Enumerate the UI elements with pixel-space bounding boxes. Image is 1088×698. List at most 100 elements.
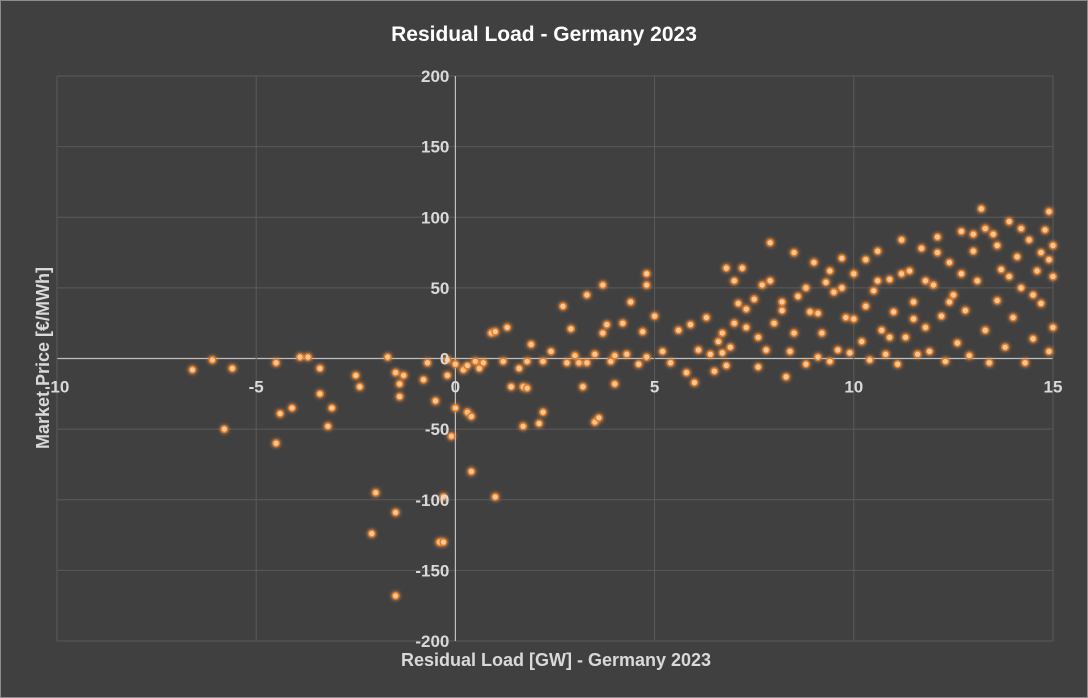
data-point [686, 320, 695, 329]
data-point [782, 372, 791, 381]
data-point [941, 357, 950, 366]
data-point [327, 403, 336, 412]
x-tick-label: 15 [1044, 378, 1063, 397]
data-point [570, 351, 579, 360]
data-point [813, 353, 822, 362]
x-tick-label: 0 [451, 378, 460, 397]
data-point [634, 360, 643, 369]
data-point [985, 358, 994, 367]
data-point [439, 492, 448, 501]
data-point [443, 355, 452, 364]
data-point [778, 298, 787, 307]
data-point [276, 409, 285, 418]
data-point [220, 425, 229, 434]
data-point [1021, 358, 1030, 367]
data-point [610, 379, 619, 388]
data-point [475, 364, 484, 373]
data-point [602, 320, 611, 329]
data-point [754, 362, 763, 371]
data-point [921, 276, 930, 285]
data-point [447, 432, 456, 441]
data-point [582, 290, 591, 299]
data-point [849, 314, 858, 323]
data-point [642, 353, 651, 362]
data-point [188, 365, 197, 374]
data-point [742, 323, 751, 332]
data-point [666, 358, 675, 367]
data-point [829, 288, 838, 297]
data-point [523, 384, 532, 393]
data-point [694, 346, 703, 355]
data-point [491, 327, 500, 336]
data-point [1009, 313, 1018, 322]
data-point [467, 412, 476, 421]
data-point [598, 329, 607, 338]
data-point [805, 307, 814, 316]
data-point [897, 235, 906, 244]
data-point [598, 281, 607, 290]
data-point [778, 306, 787, 315]
data-point [841, 313, 850, 322]
data-point [1029, 290, 1038, 299]
y-tick-label: 150 [421, 138, 449, 157]
data-point [801, 360, 810, 369]
chart-title: Residual Load - Germany 2023 [391, 23, 697, 46]
data-point [383, 353, 392, 362]
data-point [1017, 224, 1026, 233]
data-point [925, 347, 934, 356]
data-point [813, 309, 822, 318]
data-point [865, 355, 874, 364]
data-point [786, 347, 795, 356]
data-point [921, 323, 930, 332]
data-point [722, 361, 731, 370]
data-point [491, 492, 500, 501]
data-point [1045, 207, 1054, 216]
data-point [431, 396, 440, 405]
data-point [578, 382, 587, 391]
data-point [837, 283, 846, 292]
data-point [750, 295, 759, 304]
data-point [702, 313, 711, 322]
data-point [869, 286, 878, 295]
data-point [857, 337, 866, 346]
data-point [953, 338, 962, 347]
data-point [272, 439, 281, 448]
data-point [367, 529, 376, 538]
data-point [969, 247, 978, 256]
data-point [710, 367, 719, 376]
data-point [399, 371, 408, 380]
y-tick-label: -100 [415, 491, 449, 510]
data-point [933, 233, 942, 242]
data-point [722, 264, 731, 273]
data-point [558, 302, 567, 311]
data-point [981, 326, 990, 335]
data-point [562, 358, 571, 367]
data-point [1001, 343, 1010, 352]
data-point [566, 324, 575, 333]
data-point [527, 340, 536, 349]
data-point [288, 403, 297, 412]
data-point [718, 348, 727, 357]
data-point [969, 230, 978, 239]
data-point [909, 298, 918, 307]
data-point [499, 357, 508, 366]
data-point [833, 346, 842, 355]
data-point [877, 326, 886, 335]
x-tick-label: -10 [45, 378, 70, 397]
data-point [949, 290, 958, 299]
data-point [873, 247, 882, 256]
data-point [574, 358, 583, 367]
data-point [419, 375, 428, 384]
data-point [351, 371, 360, 380]
data-point [885, 275, 894, 284]
data-point [794, 292, 803, 301]
data-point [730, 319, 739, 328]
x-tick-label: -5 [249, 378, 264, 397]
y-tick-label: 200 [421, 67, 449, 86]
data-point [1025, 235, 1034, 244]
data-point [642, 269, 651, 278]
data-point [766, 238, 775, 247]
data-point [523, 357, 532, 366]
data-point [957, 269, 966, 278]
